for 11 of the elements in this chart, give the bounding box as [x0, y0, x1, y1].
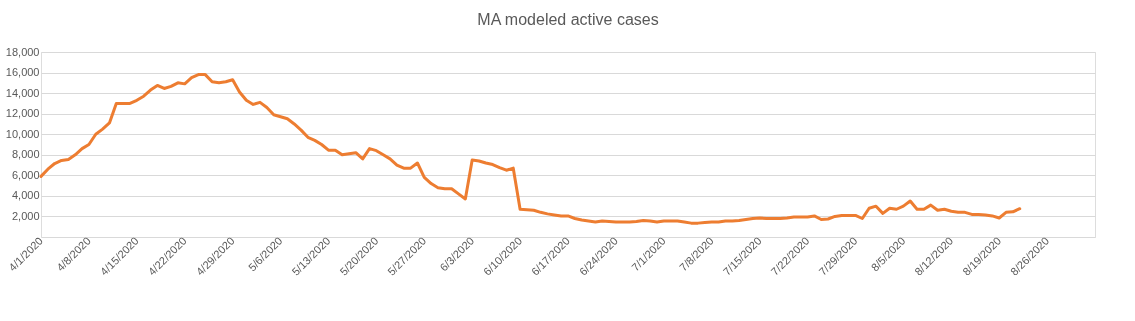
- y-tick-label: 6,000: [11, 168, 40, 181]
- y-tick-label: 10,000: [5, 127, 40, 140]
- y-tick-label: 2,000: [11, 209, 40, 222]
- y-tick-label: 14,000: [5, 86, 40, 99]
- y-tick-label: 12,000: [5, 107, 40, 120]
- y-tick-label: 18,000: [5, 45, 40, 58]
- chart-title: MA modeled active cases: [477, 11, 659, 28]
- y-tick-label: 16,000: [5, 66, 40, 79]
- line-series: [39, 73, 1022, 225]
- y-tick-label: 4,000: [11, 189, 40, 202]
- y-tick-label: 8,000: [11, 148, 40, 161]
